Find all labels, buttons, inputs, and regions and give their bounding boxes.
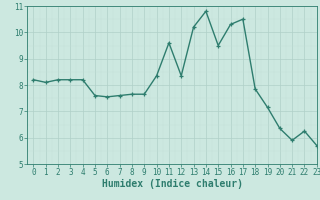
X-axis label: Humidex (Indice chaleur): Humidex (Indice chaleur) bbox=[101, 179, 243, 189]
